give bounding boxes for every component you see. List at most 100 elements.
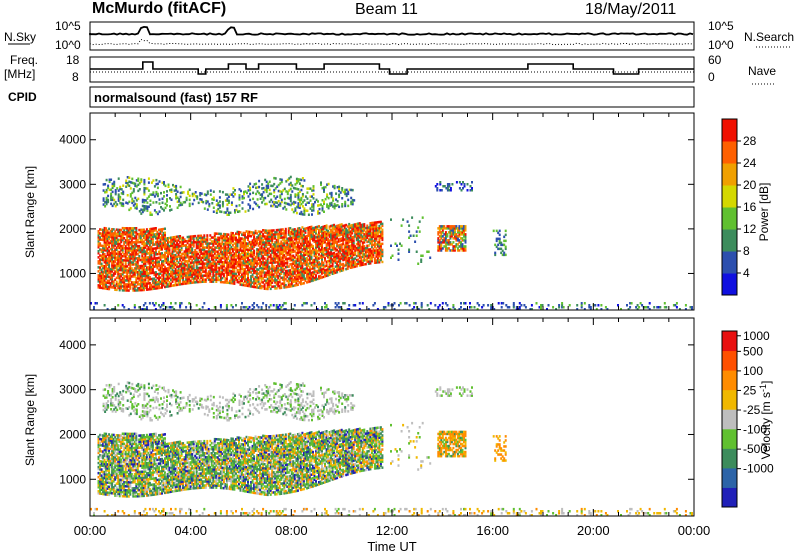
power-cell [194,271,197,274]
power-cell [460,243,462,246]
power-cell [312,261,314,264]
power-cell [348,259,351,262]
power-cell [127,271,130,274]
power-cell [148,282,151,285]
power-cell [176,269,179,273]
power-cell [358,254,361,257]
power-cell [308,272,311,275]
power-cell [322,267,325,271]
power-cell [117,240,120,244]
power-cell [186,277,189,281]
power-cell [250,251,253,254]
power-cell [285,202,288,205]
power-cell [151,267,154,271]
noise-search-trace [89,38,694,46]
power-cell [147,240,150,243]
power-cell [192,269,195,272]
power-cell [186,251,189,255]
power-cell [270,198,273,202]
power-cell [158,234,160,238]
power-cell [192,257,195,260]
power-cell [334,229,337,232]
power-cell [450,225,453,228]
power-cell [106,287,109,291]
power-cell [193,198,196,202]
power-cell [136,247,139,250]
noise-panel: N.Sky 10^5 10^0 10^5 10^0 N.Search [4,19,794,52]
power-cell [501,253,504,257]
power-cell [317,210,319,213]
power-cell [495,237,498,241]
power-cell [156,280,159,284]
power-cell [144,254,147,257]
power-cell [348,238,351,242]
power-cell [144,270,147,273]
power-cell [277,270,280,274]
power-cell [207,246,210,249]
power-cell [102,197,105,200]
power-cell [310,257,313,261]
power-cell [142,268,145,272]
power-cell [357,226,360,229]
power-cell [106,273,109,276]
power-cell [182,242,185,245]
power-cell [170,240,172,243]
power-cell [230,271,233,275]
power-cell [173,276,176,279]
power-cell [321,254,323,257]
power-cell [112,260,115,263]
power-cell [248,270,251,274]
power-cell [247,274,249,278]
power-cell [126,289,129,292]
power-cell [340,225,343,228]
power-cell [335,198,338,201]
power-cell [200,260,203,263]
power-cell [330,258,333,262]
power-cell [136,232,139,236]
power-cell [114,244,117,247]
power-cell [340,227,343,230]
power-cell [180,248,183,252]
power-cell [242,275,245,279]
power-cell [277,240,280,244]
power-cell [266,285,269,289]
power-cell [130,233,133,236]
power-cell [295,283,298,287]
power-cell [230,203,233,206]
power-cell [213,242,216,245]
power-cell [103,283,106,286]
power-cell [336,230,339,234]
power-cell [161,248,163,251]
power-cell [135,235,138,238]
power-cell [148,227,151,231]
power-cell [339,227,342,231]
power-cell [312,265,314,268]
power-cell [308,226,311,229]
power-cell [198,240,201,244]
power-cell [310,271,313,275]
power-cell [318,207,321,211]
power-cell [162,243,165,247]
power-cell [337,258,340,261]
power-cell [142,258,145,262]
power-cell [144,250,147,253]
power-cell [364,226,367,230]
power-cell [271,271,274,274]
power-cell [114,240,117,243]
power-cell [260,284,263,288]
power-cell [352,247,355,251]
power-cell [248,246,251,250]
power-cell [167,249,169,252]
power-cell [136,265,139,268]
power-cell [174,302,177,305]
power-cell [138,266,141,270]
power-cell [259,238,262,242]
power-cell [325,248,328,251]
power-cell [102,254,105,258]
power-cell [280,256,283,259]
power-cell [125,179,128,182]
power-cell [164,239,166,243]
power-cell [235,272,237,276]
power-cell [271,285,274,288]
power-cell [166,204,168,207]
